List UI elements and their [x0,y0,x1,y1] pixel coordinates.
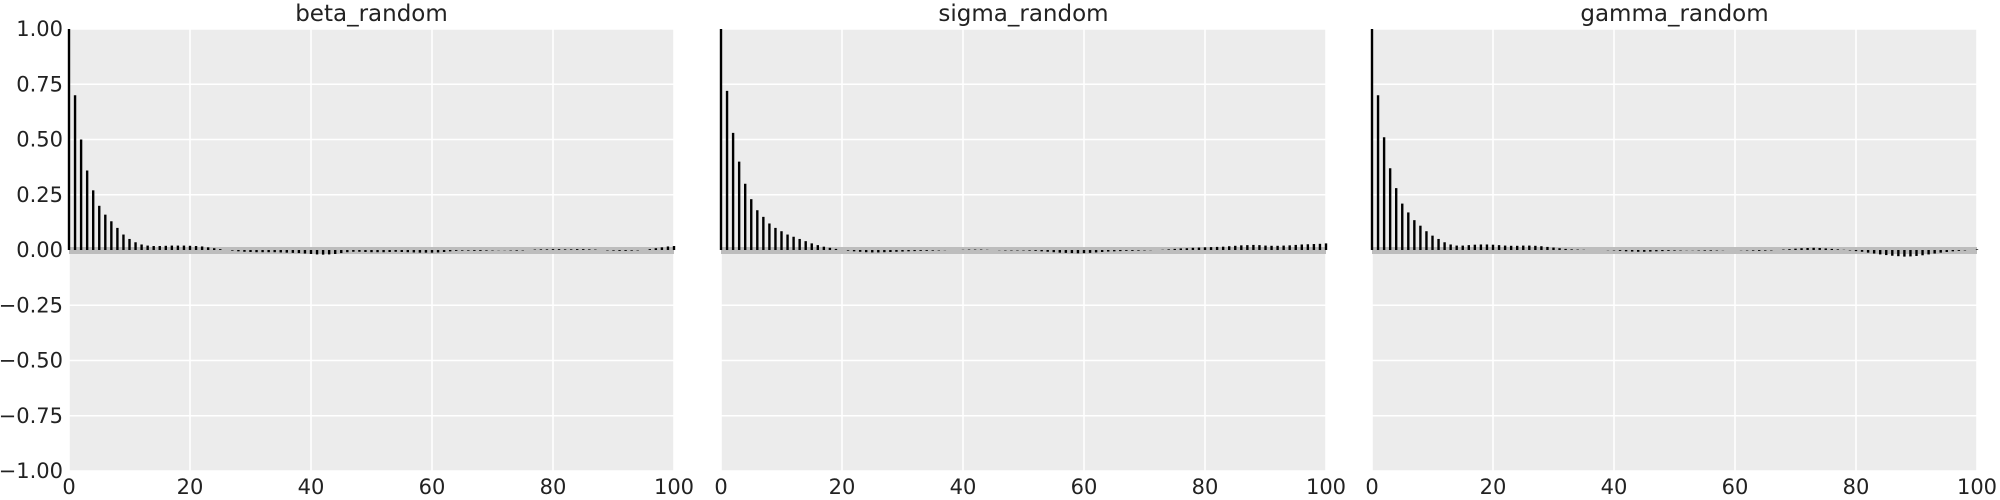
autocorr-bars [67,29,676,255]
x-tick-label: 0 [714,475,727,499]
x-tick-label: 60 [1722,475,1749,499]
autocorr-panel-beta-random: 0 20 40 60 80 100 1.00 0.75 0.50 0.25 0.00 −0.25 −0… [0,1,694,499]
x-tick-label: 60 [1071,475,1098,499]
x-tick-labels: 0 20 40 60 80 100 [1365,475,1997,499]
x-tick-label: 20 [829,475,856,499]
y-tick-label: 0.50 [16,128,63,152]
gridlines [1371,28,1978,472]
x-tick-label: 20 [177,475,204,499]
x-tick-labels: 0 20 40 60 80 100 [714,475,1346,499]
panel-title: gamma_random [1580,1,1768,27]
y-tick-label: 1.00 [16,17,63,41]
y-tick-label: −0.50 [0,349,63,373]
x-tick-label: 40 [1601,475,1628,499]
y-tick-labels: 1.00 0.75 0.50 0.25 0.00 −0.25 −0.50 −0.75 −1.00 [0,17,63,483]
x-tick-label: 100 [654,475,694,499]
x-tick-label: 0 [1365,475,1378,499]
y-tick-label: 0.00 [16,238,63,262]
x-tick-label: 100 [1957,475,1997,499]
x-tick-label: 80 [540,475,567,499]
x-tick-label: 20 [1480,475,1507,499]
x-tick-label: 100 [1306,475,1346,499]
y-tick-label: −0.75 [0,404,63,428]
y-tick-label: −0.25 [0,293,63,317]
panel-title: beta_random [295,1,448,27]
x-tick-label: 80 [1192,475,1219,499]
x-tick-label: 0 [62,475,75,499]
zero-reference-band [721,247,1326,254]
x-tick-label: 40 [950,475,977,499]
autocorr-panel-sigma-random: 0 20 40 60 80 100 sigma_random [714,1,1346,499]
x-tick-label: 40 [298,475,325,499]
autocorr-panel-gamma-random: 0 20 40 60 80 100 gamma_random [1365,1,1997,499]
y-tick-label: 0.25 [16,183,63,207]
x-tick-labels: 0 20 40 60 80 100 [62,475,694,499]
panel-title: sigma_random [938,1,1108,27]
x-tick-label: 80 [1843,475,1870,499]
autocorr-bars [719,29,1328,254]
y-tick-label: −1.00 [0,459,63,483]
x-tick-label: 60 [419,475,446,499]
y-tick-label: 0.75 [16,72,63,96]
